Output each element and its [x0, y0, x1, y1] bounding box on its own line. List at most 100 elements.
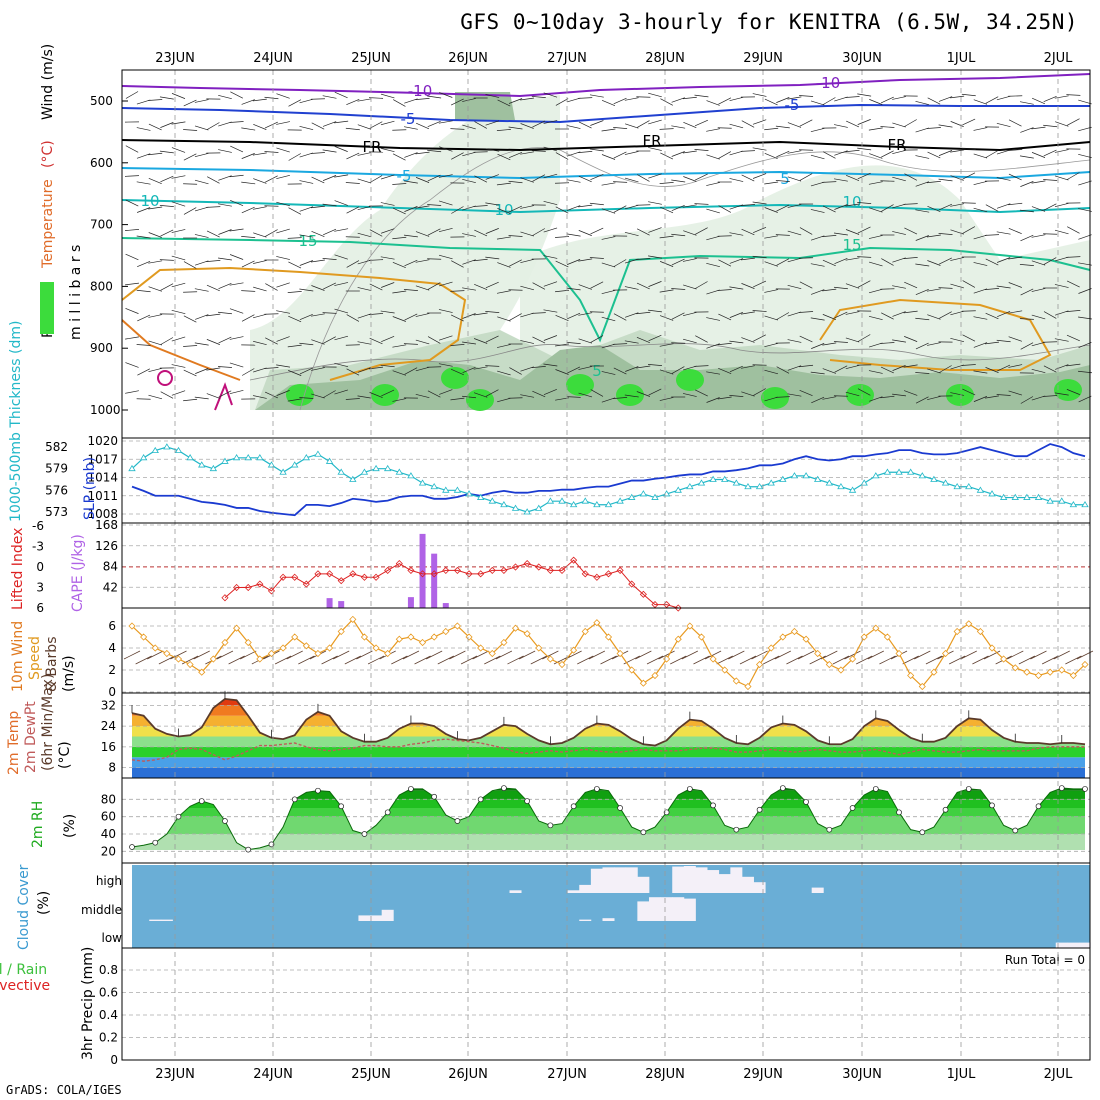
lifted-tick-label: 0: [36, 560, 44, 574]
wind-barb: [1008, 173, 1022, 181]
wind-barb: [322, 258, 337, 260]
wind-10m-barb: [588, 650, 606, 660]
wind-barb: [496, 290, 511, 294]
wind-barb: [624, 177, 639, 183]
wind-barb: [159, 150, 174, 154]
wind-ylabel: & Barbs: [44, 637, 60, 693]
wind-barb: [939, 257, 952, 265]
thickness-point: [523, 508, 531, 515]
cloud-cell-middle: [358, 915, 371, 921]
wind-barb: [834, 150, 848, 156]
wind-speed-point: [814, 649, 822, 658]
wind-barb: [241, 368, 255, 376]
wind-barb: [996, 285, 1011, 289]
wind-barb: [892, 393, 907, 397]
wind-10m-barb: [170, 650, 187, 660]
wind-barb: [973, 342, 988, 348]
lifted-point: [407, 566, 415, 574]
lifted-point: [523, 560, 531, 568]
wind-barb: [973, 288, 988, 294]
wind-barb: [241, 127, 256, 131]
rh-shade-high-1: [371, 384, 399, 406]
wind-barb: [997, 310, 1011, 318]
cloud-cell-middle: [381, 909, 394, 921]
lifted-point: [372, 573, 380, 581]
rh-point: [129, 844, 135, 850]
wind-barb: [508, 235, 523, 237]
cloud-cell-high: [753, 882, 766, 893]
wind-barb: [892, 149, 906, 155]
cloud-cell-middle: [149, 919, 162, 921]
wind-ylabel-text: & Barbs: [44, 637, 60, 693]
wind-barb: [299, 342, 314, 346]
wind-barb: [601, 236, 616, 240]
wind-speed-point: [302, 642, 310, 650]
wind-barb: [880, 96, 894, 104]
wind-barb: [439, 146, 453, 152]
wind-barb: [845, 283, 860, 289]
wind-barb: [183, 153, 197, 161]
wind-barb: [729, 395, 744, 397]
wind-barb: [1043, 179, 1058, 181]
wind-barb: [1031, 180, 1046, 184]
contour-label: -5: [785, 96, 800, 114]
wind-barb: [752, 93, 767, 97]
wind-barb: [125, 282, 139, 286]
wind-barb: [334, 389, 348, 395]
wind-10m-barb: [600, 655, 617, 665]
wind-barb: [183, 261, 197, 269]
wind-barb: [531, 312, 546, 314]
wind-speed-point: [628, 666, 636, 674]
contour-label: FR: [362, 138, 381, 156]
isotherm-minus10-upper: [121, 73, 1091, 98]
wind-barb: [892, 176, 906, 182]
wind-barb: [288, 207, 302, 215]
lifted-tick-label: 3: [36, 581, 44, 595]
wind-barb: [1054, 284, 1069, 288]
wind-speed-point: [1058, 666, 1066, 674]
wind-barb: [462, 124, 476, 130]
cloud-cell-middle: [672, 897, 685, 921]
wind-barb: [648, 173, 662, 179]
wind-barb: [543, 200, 558, 206]
wind-barb: [985, 367, 999, 373]
wind-barb: [253, 124, 267, 130]
thickness-point: [244, 454, 252, 461]
wind-barb: [660, 152, 674, 160]
wind-barb: [392, 261, 406, 269]
wind-barb: [985, 234, 1000, 236]
wind-barb: [555, 260, 569, 268]
wind-barb: [229, 228, 244, 232]
wind-barb: [985, 395, 999, 399]
cloud-cell-high: [730, 867, 743, 893]
wind-barb: [601, 289, 616, 295]
wind-barb: [822, 259, 836, 267]
wind-barb: [415, 177, 430, 183]
wind-barb: [229, 174, 244, 178]
temp-band: [132, 736, 1085, 747]
thickness-point: [430, 482, 438, 490]
wind-barb: [729, 232, 744, 236]
wind-barb: [671, 312, 685, 320]
wind-barb: [288, 99, 302, 107]
thickness-point: [732, 479, 741, 486]
wind-barb: [1067, 172, 1080, 180]
wind-barb: [683, 284, 697, 290]
lifted-point: [314, 570, 322, 578]
wind-barb: [462, 395, 477, 399]
wind-barb: [648, 388, 662, 396]
wind-barb: [857, 388, 871, 396]
wind-barb: [799, 227, 813, 235]
wind-speed-point: [430, 633, 438, 641]
wind-barb: [590, 389, 604, 397]
wind-barb: [543, 120, 558, 124]
lifted-point: [279, 573, 287, 581]
wind-barb: [252, 98, 267, 102]
temp-ylabel-text: (6hr Min/Max): [40, 674, 56, 771]
wind-ylabel-text: (m/s): [61, 655, 77, 692]
wind-barb: [392, 207, 406, 215]
wind-barb: [985, 312, 999, 320]
wind-barb: [636, 391, 651, 397]
wind-10m-barb: [832, 655, 850, 665]
wind-barb: [485, 311, 500, 313]
